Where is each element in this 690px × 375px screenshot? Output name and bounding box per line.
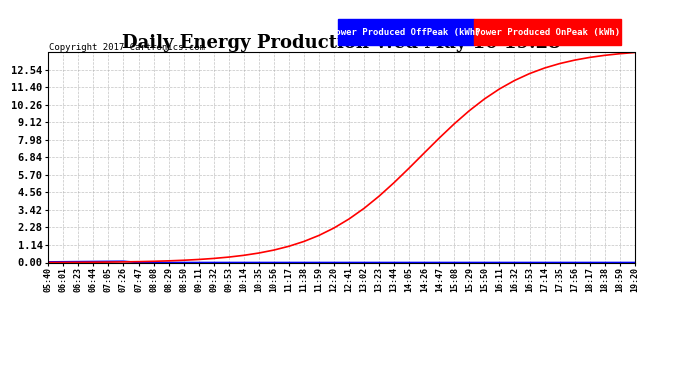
Text: Copyright 2017 Cartronics.com: Copyright 2017 Cartronics.com [49,43,205,52]
Text: Power Produced OnPeak (kWh): Power Produced OnPeak (kWh) [475,28,620,37]
Text: Power Produced OffPeak (kWh): Power Produced OffPeak (kWh) [331,28,481,37]
Title: Daily Energy Production Wed May 10 19:28: Daily Energy Production Wed May 10 19:28 [122,34,561,53]
Bar [473,19,621,45]
Bar [337,19,473,45]
